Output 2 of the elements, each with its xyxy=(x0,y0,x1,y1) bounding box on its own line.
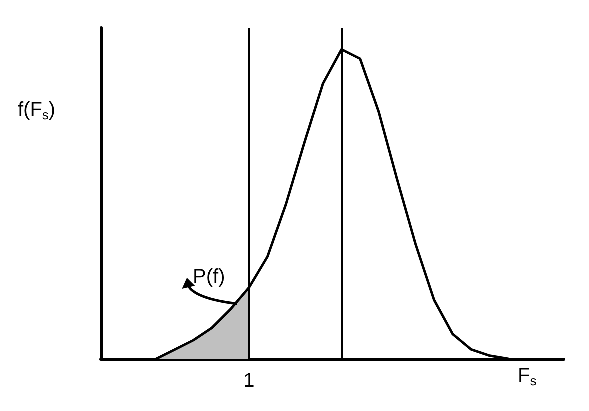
text: 1 xyxy=(244,370,255,392)
annotation: P(f) xyxy=(193,266,226,288)
